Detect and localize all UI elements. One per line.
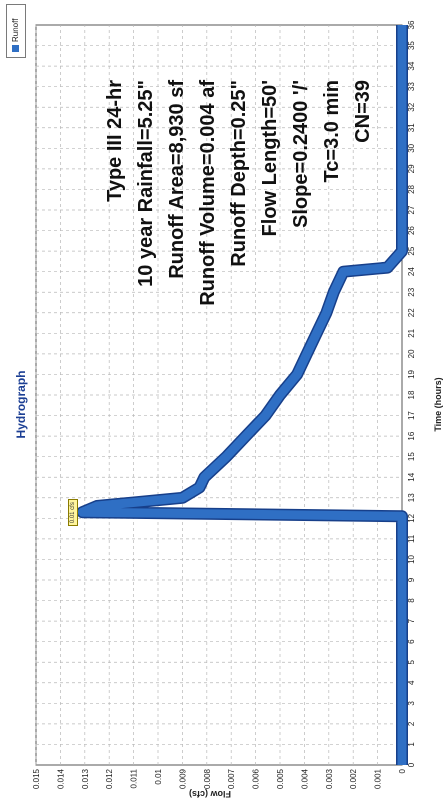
peak-flow-label: 0.01 cfs xyxy=(68,499,79,527)
x-tick-label: 4 xyxy=(407,680,416,685)
y-tick-label: 0.014 xyxy=(56,768,65,789)
x-tick-label: 11 xyxy=(407,534,416,543)
annotation-block: Type III 24-hr 10 year Rainfall=5.25" Ru… xyxy=(100,80,379,440)
x-tick-label: 36 xyxy=(407,20,416,29)
x-tick-label: 12 xyxy=(407,513,416,522)
y-tick-label: 0.002 xyxy=(349,768,358,789)
x-tick-label: 24 xyxy=(407,267,416,276)
legend-label-runoff: Runoff xyxy=(11,18,20,42)
x-tick-label: 18 xyxy=(407,390,416,399)
x-tick-label: 5 xyxy=(407,659,416,664)
x-tick-label: 3 xyxy=(407,701,416,706)
y-tick-label: 0.003 xyxy=(325,768,334,789)
x-tick-label: 26 xyxy=(407,226,416,235)
x-tick-label: 19 xyxy=(407,369,416,378)
annotation-runoff-area: Runoff Area=8,930 sf xyxy=(166,80,188,279)
x-axis-label: Time (hours) xyxy=(433,377,443,432)
x-tick-label: 30 xyxy=(407,143,416,152)
y-tick-label: 0.015 xyxy=(32,768,41,789)
y-tick-label: 0.004 xyxy=(300,768,309,789)
x-tick-label: 8 xyxy=(407,598,416,603)
annotation-cn: CN=39 xyxy=(352,80,374,143)
x-tick-label: 7 xyxy=(407,618,416,623)
x-tick-label: 27 xyxy=(407,205,416,214)
annotation-tc: Tc=3.0 min xyxy=(321,80,343,183)
x-tick-label: 20 xyxy=(407,349,416,358)
y-tick-label: 0.012 xyxy=(105,768,114,789)
annotation-runoff-depth: Runoff Depth=0.25" xyxy=(228,80,250,267)
y-axis-label-box: Flow (cfs) xyxy=(150,787,270,801)
x-tick-label: 21 xyxy=(407,328,416,337)
x-tick-label: 1 xyxy=(407,742,416,747)
x-tick-label: 33 xyxy=(407,82,416,91)
y-tick-label: 0.005 xyxy=(276,768,285,789)
annotation-rainfall: 10 year Rainfall=5.25" xyxy=(135,80,157,287)
annotation-flow-length: Flow Length=50' xyxy=(259,80,281,237)
x-tick-label: 14 xyxy=(407,472,416,481)
y-tick-label: 0.008 xyxy=(203,768,212,789)
x-tick-label: 13 xyxy=(407,493,416,502)
y-tick-label: 0.001 xyxy=(374,768,383,789)
x-tick-label: 25 xyxy=(407,246,416,255)
x-tick-label: 29 xyxy=(407,164,416,173)
y-tick-label: 0.009 xyxy=(178,768,187,789)
x-tick-label: 17 xyxy=(407,411,416,420)
x-tick-label: 32 xyxy=(407,102,416,111)
x-tick-label: 35 xyxy=(407,41,416,50)
y-axis-label: Flow (cfs) xyxy=(189,789,231,799)
x-tick-label: 31 xyxy=(407,123,416,132)
y-tick-label: 0.006 xyxy=(252,768,261,789)
x-tick-label: 28 xyxy=(407,184,416,193)
x-tick-label: 10 xyxy=(407,554,416,563)
x-tick-label: 9 xyxy=(407,577,416,582)
y-tick-label: 0.007 xyxy=(227,768,236,789)
annotation-runoff-volume: Runoff Volume=0.004 af xyxy=(197,80,219,306)
legend: Runoff xyxy=(6,4,26,58)
x-tick-label: 2 xyxy=(407,721,416,726)
x-tick-label: 22 xyxy=(407,308,416,317)
x-tick-label: 34 xyxy=(407,61,416,70)
annotation-storm-type: Type III 24-hr xyxy=(104,80,126,202)
annotation-slope: Slope=0.2400 '/' xyxy=(290,80,312,228)
legend-swatch-runoff xyxy=(12,45,19,52)
y-tick-label: 0.011 xyxy=(130,768,139,788)
x-tick-label: 6 xyxy=(407,639,416,644)
x-tick-label: 15 xyxy=(407,452,416,461)
x-tick-label: 0 xyxy=(407,762,416,767)
x-tick-label: 16 xyxy=(407,431,416,440)
y-tick-label: 0.01 xyxy=(154,768,163,784)
y-tick-label: 0 xyxy=(398,768,407,773)
runoff-series-line xyxy=(77,25,407,765)
x-tick-label: 23 xyxy=(407,287,416,296)
y-tick-label: 0.013 xyxy=(81,768,90,789)
